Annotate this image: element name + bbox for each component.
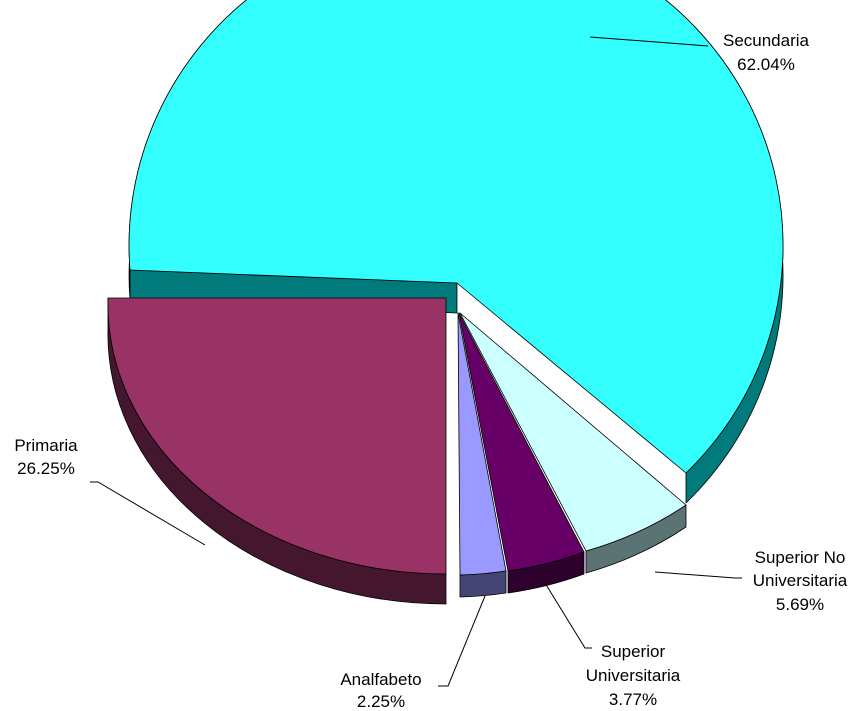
- label-superior-no-universitaria-line2: Universitaria: [753, 571, 848, 590]
- label-primaria-pct: 26.25%: [17, 459, 75, 478]
- label-primaria-name: Primaria: [14, 436, 78, 455]
- label-analfabeto-name: Analfabeto: [340, 670, 421, 689]
- slice-superior-universitaria: [458, 312, 585, 572]
- leader-lines: [90, 36, 742, 687]
- label-superior-universitaria-line1: Superior: [601, 642, 666, 661]
- leader-secundaria: [589, 36, 709, 47]
- label-secundaria-name: Secundaria: [723, 31, 810, 50]
- leader-superior-no-universitaria: [654, 571, 742, 579]
- label-superior-universitaria-pct: 3.77%: [609, 690, 657, 709]
- label-superior-no-universitaria-line1: Superior No: [755, 548, 846, 567]
- leader-analfabeto: [438, 595, 486, 687]
- leader-superior-universitaria: [544, 582, 592, 649]
- pie-tops: [107, 0, 784, 576]
- data-labels: Secundaria 62.04% Primaria 26.25% Superi…: [14, 31, 847, 711]
- label-analfabeto-pct: 2.25%: [357, 692, 405, 711]
- slice-superior-no-universitaria: [459, 312, 687, 552]
- slice-primaria: [107, 297, 447, 575]
- label-superior-no-universitaria-pct: 5.69%: [776, 595, 824, 614]
- slice-side-secundaria: [128, 0, 784, 504]
- label-secundaria-pct: 62.04%: [737, 55, 795, 74]
- leader-primaria: [90, 481, 206, 546]
- label-superior-universitaria-line2: Universitaria: [586, 666, 681, 685]
- slice-analfabeto: [457, 312, 507, 576]
- slice-secundaria: [128, 0, 784, 474]
